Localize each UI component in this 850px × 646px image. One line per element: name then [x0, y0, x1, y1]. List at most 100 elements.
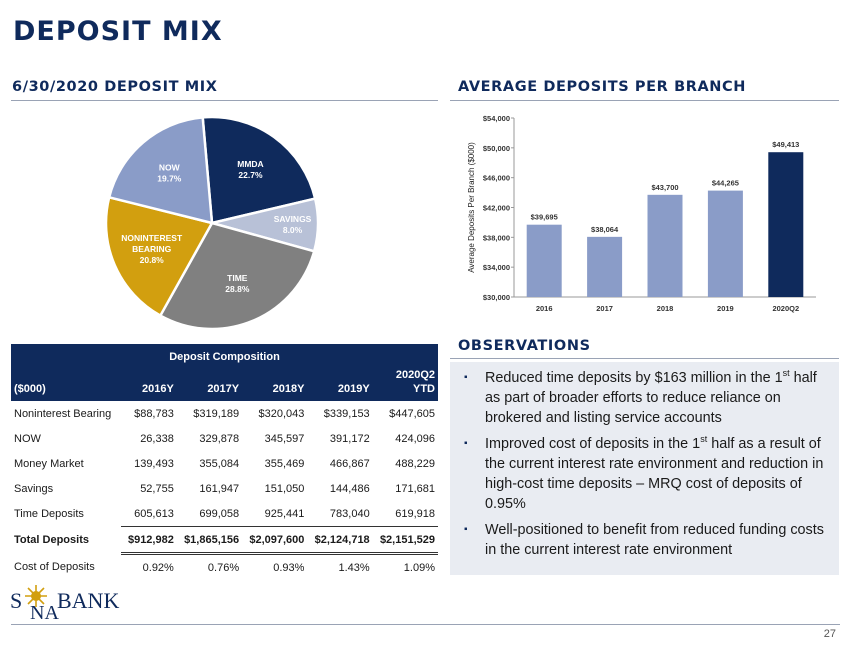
- bar-section-rule: [450, 100, 839, 101]
- x-tick-label: 2018: [657, 304, 674, 313]
- table-cell: 151,050: [264, 482, 305, 495]
- table-cell: 699,058: [176, 501, 243, 527]
- col-header-2017: 2017Y: [207, 383, 240, 395]
- bar-value-label: $43,700: [651, 183, 678, 192]
- pie-label-time: TIME: [227, 273, 248, 283]
- unit-label: ($000): [14, 383, 46, 395]
- bar-2017: [587, 236, 623, 297]
- pie-value-mmda: 22.7%: [238, 170, 263, 180]
- pie-label-noninterest-bearing: BEARING: [132, 244, 172, 254]
- table-cell: $320,043: [258, 407, 305, 420]
- avg-deposits-bar-chart: $30,000 $34,000 $38,000 $42,000 $46,000 $50,0…: [467, 114, 816, 313]
- table-cell: 171,681: [395, 482, 435, 495]
- y-tick-label: $50,000: [483, 144, 510, 153]
- row-label: Money Market: [14, 457, 84, 470]
- table-cell: 355,084: [199, 457, 240, 470]
- table-cell: 0.93%: [273, 561, 305, 574]
- table-cell: 329,878: [199, 432, 240, 445]
- table-cell: 52,755: [140, 482, 174, 495]
- table-cell: 466,867: [329, 457, 370, 470]
- table-row: Noninterest Bearing $88,783 $319,189 $320,0…: [11, 401, 438, 426]
- pie-slice-now: [107, 116, 214, 225]
- pie-section-rule: [11, 100, 438, 101]
- bar-value-label: $38,064: [591, 225, 619, 234]
- table-cell: $912,982: [121, 526, 177, 555]
- table-cell: $88,783: [134, 407, 174, 420]
- table-row: Savings 52,755 161,947 151,050 144,486 171,68…: [11, 476, 438, 501]
- bar-2019: [707, 190, 743, 297]
- row-label: Savings: [14, 482, 54, 495]
- pie-section-title: 6/30/2020 DEPOSIT MIX: [12, 79, 218, 95]
- pie-slice-noninterest-bearing: [104, 195, 214, 318]
- table-caption: Deposit Composition: [169, 351, 280, 363]
- pie-label-now: NOW: [159, 163, 181, 173]
- col-header-2018: 2018Y: [272, 383, 305, 395]
- x-tick-label: 2020Q2: [772, 304, 799, 313]
- observation-item: ▪ Improved cost of deposits in the 1st ha…: [462, 434, 834, 514]
- table-cell: 925,441: [242, 501, 308, 527]
- pie-value-noninterest-bearing: 20.8%: [140, 255, 165, 265]
- observation-text: half as a result of the current interest…: [485, 436, 824, 512]
- observation-item: ▪ Well-positioned to benefit from reduced…: [462, 520, 834, 560]
- row-label: Noninterest Bearing: [14, 407, 112, 420]
- y-tick-label: $42,000: [483, 204, 510, 213]
- x-tick-label: 2017: [596, 304, 613, 313]
- table-cell: $2,151,529: [372, 526, 438, 555]
- col-header-ytd: YTD: [413, 383, 435, 395]
- page-title: DEPOSIT MIX: [13, 16, 223, 47]
- bar-2020q2: [768, 152, 804, 297]
- table-cell: 1.09%: [403, 561, 435, 574]
- page-number: 27: [823, 628, 836, 640]
- deposit-composition-table: Deposit Composition 2020Q2 ($000) 2016Y …: [11, 344, 438, 580]
- pie-value-now: 19.7%: [157, 174, 182, 184]
- table-cell: 424,096: [395, 432, 435, 445]
- row-label: Cost of Deposits: [14, 560, 95, 573]
- observation-text: Reduced time deposits by $163 million in…: [485, 370, 783, 386]
- pie-value-savings: 8.0%: [283, 225, 303, 235]
- x-tick-label: 2016: [536, 304, 553, 313]
- bar-value-label: $44,265: [712, 179, 739, 188]
- logo-letter-s: S: [10, 588, 23, 613]
- table-cell: 619,918: [372, 501, 438, 527]
- table-cell: $319,189: [193, 407, 240, 420]
- pie-label-noninterest-bearing: NONINTEREST: [121, 233, 183, 243]
- table-cell: 161,947: [199, 482, 240, 495]
- y-tick-label: $34,000: [483, 263, 510, 272]
- pie-value-time: 28.8%: [225, 284, 250, 294]
- bullet-icon: ▪: [464, 372, 468, 383]
- ordinal-suffix: st: [700, 434, 708, 445]
- footer-rule: [11, 624, 840, 625]
- observations-title: OBSERVATIONS: [458, 338, 591, 354]
- table-cell: 488,229: [395, 457, 435, 470]
- compass-icon: [25, 585, 47, 607]
- table-row: Time Deposits 605,613 699,058 925,441 783,04…: [11, 501, 438, 527]
- bar-value-label: $49,413: [772, 140, 799, 149]
- table-row: NOW 26,338 329,878 345,597 391,172 424,096: [11, 426, 438, 451]
- observation-text: Improved cost of deposits in the 1: [485, 436, 701, 452]
- observations-panel: ▪ Reduced time deposits by $163 million i…: [450, 362, 839, 575]
- table-cell: 139,493: [134, 457, 174, 470]
- row-label: NOW: [14, 432, 41, 445]
- y-tick-label: $54,000: [483, 114, 510, 123]
- table-cell: 783,040: [307, 501, 373, 527]
- table-cell: 144,486: [329, 482, 370, 495]
- pie-label-savings: SAVINGS: [274, 214, 312, 224]
- bullet-icon: ▪: [464, 524, 468, 535]
- sonabank-logo: S NA BANK: [10, 582, 130, 624]
- bar-2018: [647, 194, 683, 297]
- logo-letters-na: NA: [30, 602, 59, 624]
- bar-section-title: AVERAGE DEPOSITS PER BRANCH: [458, 79, 747, 95]
- row-label: Total Deposits: [14, 534, 89, 546]
- table-cell: $2,097,600: [242, 526, 308, 555]
- y-tick-label: $30,000: [483, 293, 510, 302]
- table-row: Total Deposits $912,982 $1,865,156 $2,097,6…: [11, 526, 438, 555]
- observation-item: ▪ Reduced time deposits by $163 million i…: [462, 368, 834, 428]
- table-cell: $447,605: [389, 407, 435, 420]
- pie-label-mmda: MMDA: [237, 159, 263, 169]
- observations-rule: [450, 358, 839, 359]
- table-cell: 605,613: [121, 501, 177, 527]
- table-cell: $2,124,718: [307, 526, 373, 555]
- bullet-icon: ▪: [464, 438, 468, 449]
- ordinal-suffix: st: [782, 368, 790, 379]
